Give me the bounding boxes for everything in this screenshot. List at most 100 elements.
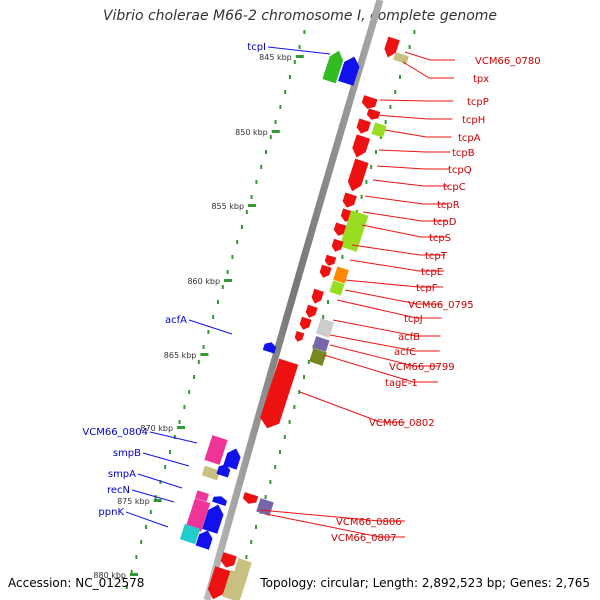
gene-box <box>234 558 252 576</box>
gene-label-right: tcpC <box>443 182 466 193</box>
gene-label-left: recN <box>107 485 130 496</box>
leader-line <box>379 99 454 102</box>
leader-line <box>336 299 442 319</box>
gene-arrow <box>319 264 332 278</box>
leader-line <box>265 513 405 538</box>
gene-feature <box>305 304 318 318</box>
gene-features <box>179 36 409 600</box>
gene-box <box>256 498 274 516</box>
tick-dot <box>279 105 282 109</box>
tick-dot <box>178 420 181 424</box>
gene-arrow <box>202 504 224 534</box>
tick-dot <box>360 195 363 199</box>
kbp-tick-mark <box>224 279 233 282</box>
tick-dot <box>173 435 176 439</box>
tick-dot <box>164 465 167 469</box>
gene-feature <box>179 523 201 545</box>
leader-line <box>267 46 331 55</box>
gene-feature <box>312 336 330 352</box>
gene-arrow <box>195 530 213 550</box>
gene-label-right: tcpH <box>462 115 485 126</box>
gene-arrow <box>260 358 299 429</box>
kbp-tick-label: 865 kbp <box>164 351 197 360</box>
leader-line <box>149 431 198 444</box>
tick-dot <box>140 540 143 544</box>
gene-box <box>333 266 349 284</box>
tick-dot <box>293 405 296 409</box>
leader-line <box>404 51 455 61</box>
gene-feature <box>207 566 231 600</box>
tick-dot <box>207 330 210 334</box>
gene-label-left: smpB <box>113 448 141 459</box>
tick-dot <box>231 255 234 259</box>
gene-arrow <box>352 134 371 158</box>
gene-feature <box>262 342 277 354</box>
gene-label-right: VCM66_0807 <box>331 533 397 544</box>
tick-dot <box>265 150 267 154</box>
leader-line <box>332 319 441 337</box>
tick-dot <box>149 510 152 514</box>
tick-dot <box>269 135 272 139</box>
gene-feature <box>195 530 213 550</box>
gene-feature <box>220 552 237 568</box>
gene-label-right: tcpT <box>425 251 448 262</box>
kbp-tick-label: 860 kbp <box>187 277 220 286</box>
gene-label-right: VCM66_0795 <box>408 300 474 311</box>
gene-feature <box>256 498 274 516</box>
gene-arrow <box>242 492 259 504</box>
tick-dot <box>236 240 239 244</box>
gene-label-right: tcpP <box>467 97 489 108</box>
gene-feature <box>222 569 248 600</box>
tick-dot <box>365 180 368 184</box>
tick-dot <box>375 150 377 154</box>
leader-line <box>349 259 445 272</box>
gene-feature <box>322 50 344 84</box>
kbp-tick-mark <box>200 353 209 356</box>
tick-dot <box>169 450 171 454</box>
gene-label-right: acfC <box>394 347 416 358</box>
gene-feature <box>311 288 324 304</box>
accession-text: Accession: NC_012578 <box>8 576 145 590</box>
leader-line <box>344 279 444 288</box>
gene-box <box>222 569 248 600</box>
gene-feature <box>242 492 259 504</box>
gene-label-right: VCM66_0802 <box>369 418 435 429</box>
gene-arrow <box>212 496 228 506</box>
gene-box <box>309 348 327 366</box>
leader-line <box>384 129 452 138</box>
gene-box <box>185 498 211 532</box>
kbp-tick-mark <box>295 55 304 58</box>
tick-dot <box>250 195 253 199</box>
gene-label-right: tcpR <box>437 200 460 211</box>
leader-line <box>361 224 446 238</box>
tick-dot <box>279 450 281 454</box>
leader-line <box>299 391 405 423</box>
leader-line <box>131 489 175 503</box>
tick-dot <box>202 345 205 349</box>
gene-label-right: tcpJ <box>404 314 423 325</box>
tick-dot <box>264 495 267 499</box>
tick-dot <box>379 135 382 139</box>
tick-dot <box>241 225 243 229</box>
kbp-tick-mark <box>153 499 162 502</box>
gene-arrow <box>216 464 231 478</box>
tick-dot <box>413 30 416 34</box>
label-leader-lines <box>125 46 455 538</box>
gene-label-left: tcpI <box>247 42 266 53</box>
gene-feature <box>342 192 357 208</box>
tick-dot <box>130 570 133 574</box>
gene-box <box>315 318 335 338</box>
gene-label-right: tcpB <box>452 148 475 159</box>
gene-feature <box>366 108 381 120</box>
kbp-tick-mark <box>177 426 186 429</box>
tick-dot <box>245 555 248 559</box>
tick-dot <box>274 120 277 124</box>
gene-box <box>179 523 201 545</box>
gene-arrow <box>324 254 337 266</box>
tick-dot <box>394 90 397 94</box>
gene-label-right: VCM66_0806 <box>336 517 402 528</box>
gene-feature <box>324 254 337 266</box>
gene-feature <box>356 118 371 134</box>
gene-label-right: tcpA <box>458 133 481 144</box>
tick-dot <box>298 45 301 49</box>
